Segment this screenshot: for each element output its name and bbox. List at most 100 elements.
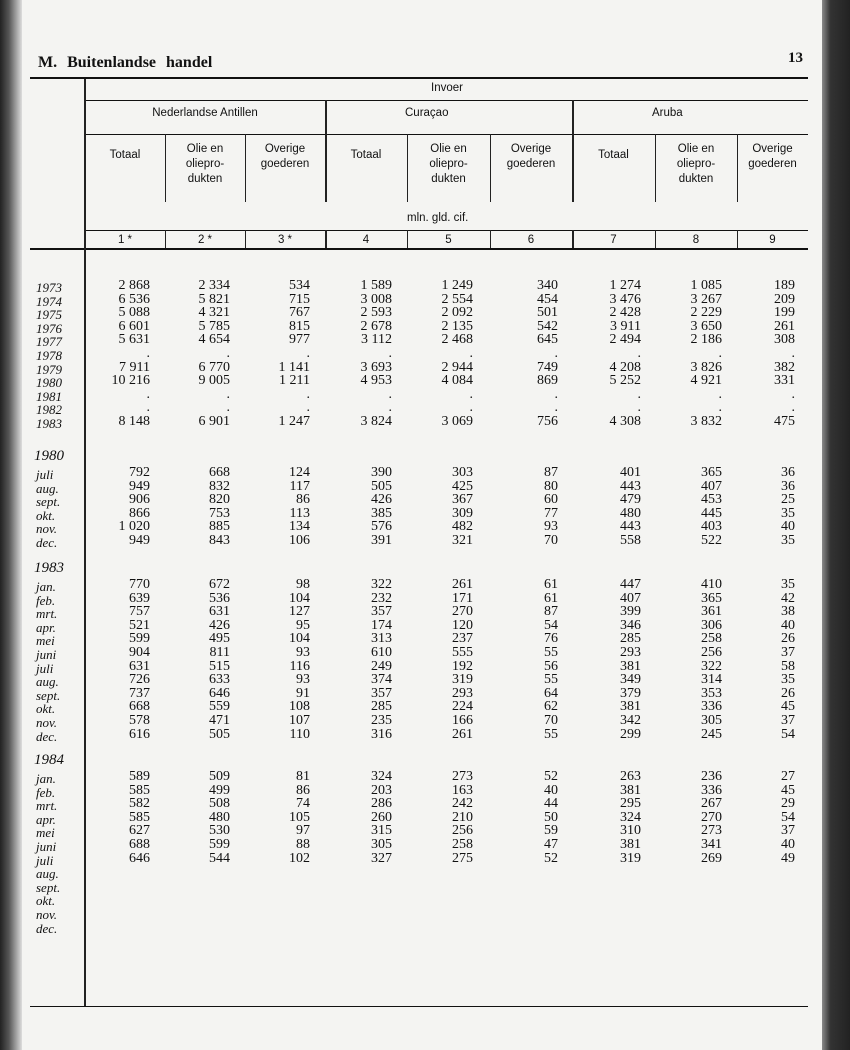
table-cell: 54 [781,726,795,742]
table-cell: 4 654 [198,332,231,348]
table-cell: 26 [781,685,795,701]
table-cell: 45 [781,699,795,715]
table-cell: 631 [209,604,230,620]
table-cell: 35 [781,672,795,688]
table-cell: 509 [209,769,230,784]
table-cell: 308 [774,332,795,348]
table-cell: 321 [452,533,473,548]
table-cell: 6 601 [118,318,151,334]
table-cell: 174 [371,617,392,633]
column-number: 4 [362,234,370,246]
table-cell: . [388,346,393,361]
table-cell: 9 005 [198,373,231,389]
table-cell: . [306,386,311,402]
table-cell: 95 [296,617,310,633]
table-cell: 403 [701,519,722,535]
table-cell: 756 [537,414,558,429]
table-cell: 93 [296,672,310,688]
column-number: 2 * [197,234,213,246]
table-cell: 44 [544,796,558,812]
table-cell: 275 [452,850,473,866]
table-cell: 426 [371,492,392,508]
table-cell: 1 247 [278,414,311,429]
table-cell: 110 [289,726,310,742]
table-cell: 56 [544,658,558,674]
table-cell: 310 [620,823,641,839]
table-cell: 749 [537,359,558,375]
table-cell: 232 [371,590,392,606]
table-cell: 303 [452,465,473,480]
table-cell: 80 [544,478,558,494]
table-cell: 576 [371,519,392,535]
rule-bottom [30,1006,808,1007]
stub-divider [84,79,86,1006]
table-cell: 426 [209,617,230,633]
table-cell: 54 [544,617,558,633]
table-cell: 522 [701,533,722,548]
row-label: sept. [36,494,61,510]
row-label: juli [36,660,54,676]
table-cell: 367 [452,492,473,508]
table-cell: 906 [129,492,150,508]
table-cell: 599 [129,631,150,647]
table-cell: 124 [289,465,310,480]
table-cell: 258 [452,837,473,852]
row-label: jan. [36,771,56,786]
row-label: 1981 [36,388,62,404]
table-cell: 357 [371,685,392,701]
row-label: 1982 [36,402,62,418]
column-header: Overige goederen [506,143,556,170]
row-label: nov. [36,907,58,922]
table-cell: 6 536 [118,291,151,307]
section-year: 1980 [34,448,64,464]
table-cell: 270 [701,809,722,825]
table-cell: 6 901 [198,414,231,429]
table-cell: 3 476 [609,291,642,307]
row-label: 1975 [36,307,62,323]
table-cell: 322 [701,658,722,674]
table-cell: 578 [129,713,150,728]
table-cell: . [388,400,393,416]
table-cell: 40 [544,782,558,798]
table-cell: 2 494 [609,332,642,348]
table-cell: 47 [544,837,558,852]
table-cell: 8 148 [118,414,151,429]
table-cell: 2 554 [441,291,474,307]
table-cell: 62 [544,699,558,715]
table-cell: 542 [537,318,558,334]
table-cell: 285 [371,699,392,715]
table-cell: 346 [620,617,641,633]
row-label: juli [36,467,54,482]
table-cell: . [554,386,559,402]
table-cell: 3 911 [610,318,641,334]
table-cell: 770 [129,577,150,592]
table-cell: 390 [371,465,392,480]
table-cell: 306 [701,617,722,633]
table-cell: 322 [371,577,392,592]
table-cell: 447 [620,577,641,592]
row-label: 1973 [36,280,62,295]
table-cell: . [306,400,311,416]
table-cell: 1 249 [441,278,474,293]
column-divider [165,230,166,248]
table-cell: 113 [289,505,310,521]
table-cell: 35 [781,505,795,521]
column-divider [165,134,166,202]
table-cell: 209 [774,291,795,307]
table-cell: 315 [371,823,392,839]
table-cell: 26 [781,631,795,647]
table-cell: 515 [209,658,230,674]
table-cell: 261 [452,726,473,742]
table-cell: 309 [452,505,473,521]
book-binding [822,0,850,1050]
column-number: 7 [610,234,617,246]
table-cell: 379 [620,685,641,701]
table-cell: 391 [371,533,392,548]
table-cell: 5 785 [198,318,231,334]
table-cell: 480 [620,505,641,521]
table-cell: 646 [129,850,150,866]
table-cell: 256 [701,645,722,660]
table-cell: 443 [620,478,641,494]
table-cell: 445 [701,505,722,521]
table-cell: 40 [781,617,795,633]
